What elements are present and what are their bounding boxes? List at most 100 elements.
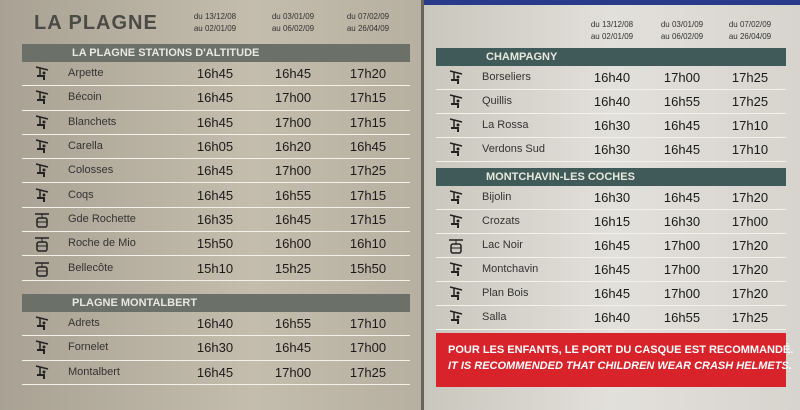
closing-time: 17h15 — [349, 114, 387, 130]
lift-name: Verdons Sud — [482, 143, 545, 155]
closing-time: 17h25 — [349, 364, 387, 380]
closing-time: 16h40 — [593, 70, 631, 85]
closing-time: 17h20 — [731, 238, 769, 253]
lift-icon — [449, 142, 463, 156]
closing-time: 17h25 — [731, 310, 769, 325]
lift-icon — [449, 239, 463, 254]
lift-name: Colosses — [68, 164, 114, 177]
closing-time: 17h15 — [349, 187, 387, 203]
closing-time: 16h55 — [663, 94, 701, 109]
title: LA PLAGNE — [34, 12, 158, 34]
lift-name: Montchavin — [482, 263, 539, 275]
row — [22, 62, 410, 87]
closing-time: 17h00 — [274, 90, 312, 106]
row — [22, 256, 410, 281]
closing-time: 16h45 — [196, 114, 234, 130]
row — [436, 258, 786, 282]
closing-time: 17h10 — [731, 118, 769, 133]
lift-icon — [449, 310, 463, 324]
lift-name: Gde Rochette — [68, 212, 136, 225]
closing-time: 17h00 — [274, 163, 312, 179]
closing-time: 16h45 — [274, 66, 312, 82]
closing-time: 16h55 — [274, 187, 312, 203]
row — [22, 86, 410, 111]
closing-time: 17h20 — [731, 262, 769, 277]
notice-line: POUR LES ENFANTS, LE PORT DU CASQUE EST … — [448, 344, 794, 356]
closing-time: 17h20 — [349, 66, 387, 82]
lift-icon — [35, 139, 49, 154]
closing-time: 16h45 — [663, 118, 701, 133]
row — [22, 312, 410, 337]
closing-time: 16h45 — [349, 139, 387, 155]
closing-time: 17h25 — [731, 70, 769, 85]
closing-time: 17h10 — [731, 142, 769, 157]
row — [436, 138, 786, 162]
closing-time: 17h00 — [731, 214, 769, 229]
section-header: LA PLAGNE STATIONS D'ALTITUDE — [22, 44, 410, 62]
lift-name: Lac Noir — [482, 239, 523, 251]
row — [436, 306, 786, 330]
lift-name: Quillis — [482, 95, 512, 107]
closing-time: 16h40 — [593, 94, 631, 109]
closing-time: 15h10 — [196, 260, 234, 276]
column-header: au 02/01/09 — [193, 24, 237, 33]
row — [22, 336, 410, 361]
lift-icon — [35, 187, 49, 202]
row — [436, 282, 786, 306]
closing-time: 17h00 — [274, 364, 312, 380]
lift-name: Crozats — [482, 215, 520, 227]
closing-time: 16h55 — [274, 316, 312, 332]
closing-time: 17h00 — [663, 238, 701, 253]
closing-time: 16h10 — [349, 236, 387, 252]
row — [22, 208, 410, 233]
column-header: du 03/01/09 — [271, 12, 315, 21]
row — [22, 232, 410, 257]
closing-time: 16h45 — [593, 286, 631, 301]
lift-name: Bellecôte — [68, 261, 114, 274]
lift-icon — [35, 115, 49, 129]
column-header: du 13/12/08 — [590, 20, 634, 29]
row — [22, 184, 410, 208]
lift-icon — [449, 214, 463, 228]
closing-time: 17h25 — [731, 94, 769, 109]
lift-icon — [449, 190, 463, 204]
closing-time: 16h35 — [196, 211, 234, 227]
row — [436, 210, 786, 234]
left-page: LA PLAGNE du 13/12/08 au 02/01/09 du 03/01… — [0, 0, 421, 410]
lift-name: La Rossa — [482, 119, 529, 131]
column-header: au 06/02/09 — [271, 24, 315, 33]
right-page: POUR LES ENFANTS, LE PORT DU CASQUE EST … — [424, 0, 800, 410]
lift-icon — [35, 261, 49, 277]
top-stripe — [424, 0, 800, 5]
row — [436, 90, 786, 114]
closing-time: 17h20 — [731, 286, 769, 301]
closing-time: 16h20 — [274, 139, 312, 155]
row — [436, 234, 786, 258]
closing-time: 17h00 — [663, 70, 701, 85]
closing-time: 16h45 — [196, 90, 234, 106]
lift-icon — [35, 237, 49, 252]
lift-name: Borseliers — [482, 71, 531, 83]
row — [22, 361, 410, 385]
column-header: au 26/04/09 — [728, 32, 772, 41]
row — [436, 114, 786, 138]
row — [22, 159, 410, 184]
closing-time: 16h45 — [663, 190, 701, 205]
lift-icon — [35, 66, 49, 81]
column-header: du 03/01/09 — [660, 20, 704, 29]
lift-name: Adrets — [68, 317, 100, 330]
lift-name: Salla — [482, 311, 507, 323]
closing-time: 17h00 — [274, 114, 312, 130]
closing-time: 16h55 — [663, 310, 701, 325]
section-header: CHAMPAGNY — [436, 48, 786, 66]
closing-time: 17h15 — [349, 90, 387, 106]
lift-name: Roche de Mio — [68, 237, 136, 250]
lift-icon — [35, 340, 49, 355]
section-header: PLAGNE MONTALBERT — [22, 294, 410, 312]
closing-time: 16h45 — [196, 187, 234, 203]
closing-time: 16h40 — [593, 310, 631, 325]
closing-time: 16h45 — [593, 238, 631, 253]
lift-name: Arpette — [68, 67, 104, 80]
lift-name: Fornelet — [68, 341, 109, 354]
lift-icon — [35, 163, 49, 178]
